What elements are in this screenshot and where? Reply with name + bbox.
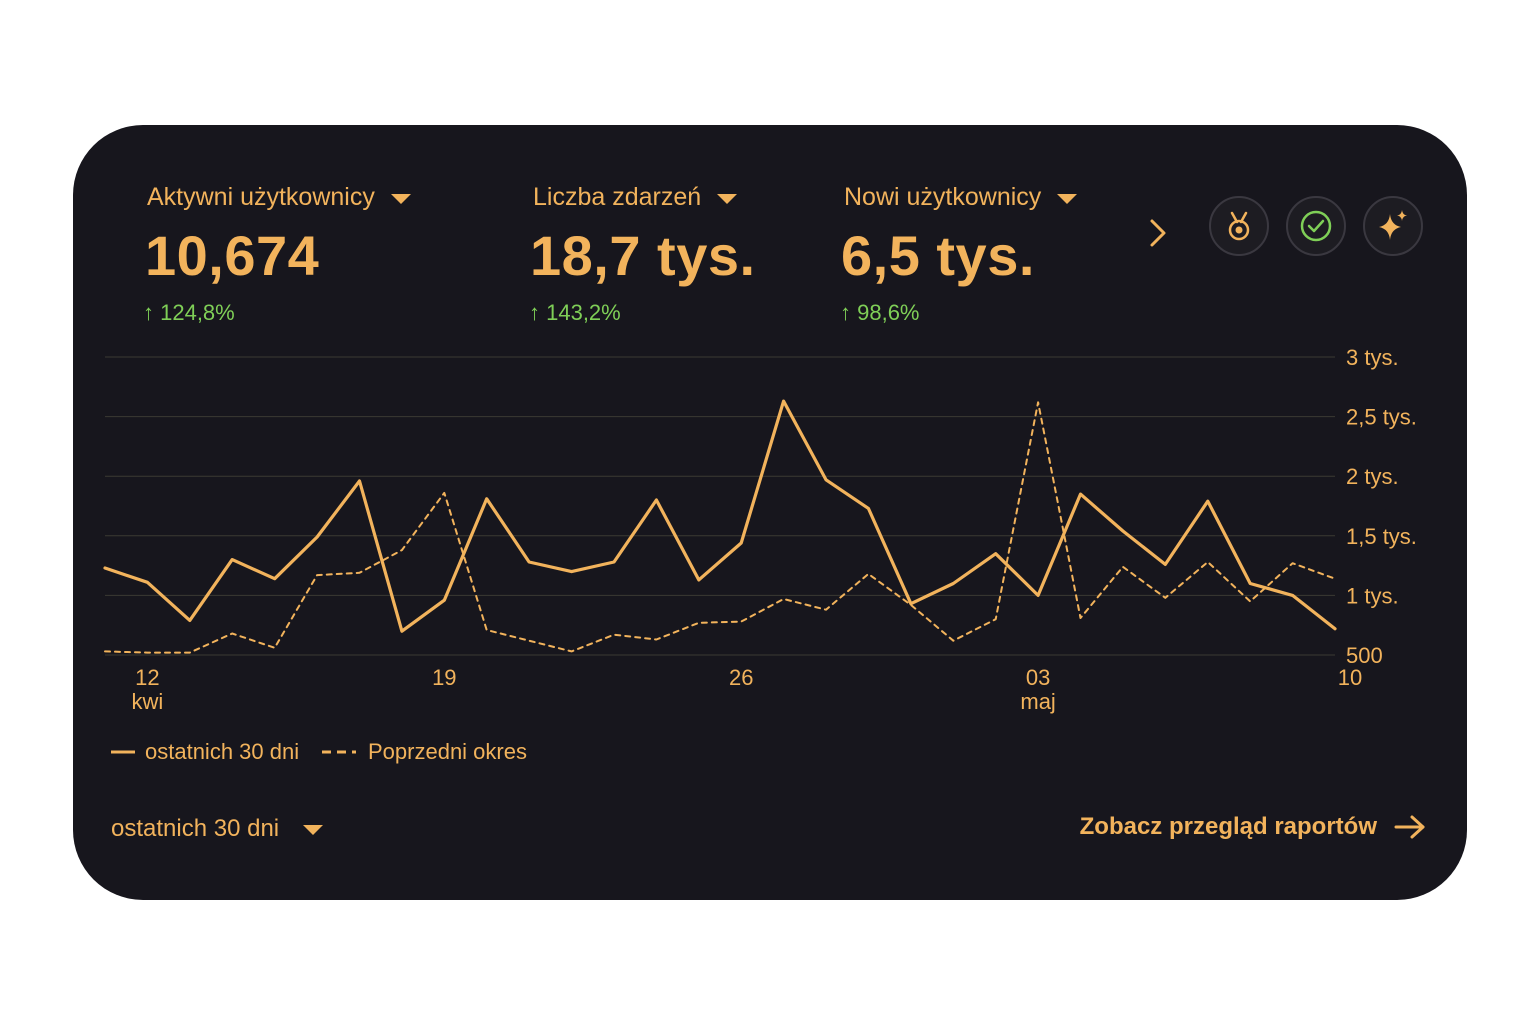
check-status-button[interactable] xyxy=(1286,196,1346,256)
metric-title-dropdown[interactable]: Aktywni użytkownicy xyxy=(147,183,411,212)
metric-title-label: Liczba zdarzeń xyxy=(533,183,702,211)
medal-icon xyxy=(1228,211,1250,241)
metric-title-label: Nowi użytkownicy xyxy=(844,183,1042,211)
metric-value: 6,5 tys. xyxy=(841,224,1035,287)
metric-change: ↑ 143,2% xyxy=(529,300,621,325)
y-tick-label: 500 xyxy=(1346,643,1383,668)
view-reports-link[interactable]: Zobacz przegląd raportów xyxy=(1080,813,1427,841)
metric-change: ↑ 124,8% xyxy=(143,300,235,325)
x-tick-label: 19 xyxy=(432,665,456,690)
sparkle-icon xyxy=(1379,210,1407,240)
series-line-previous xyxy=(104,401,1336,654)
y-tick-label: 2,5 tys. xyxy=(1346,405,1417,430)
view-reports-label: Zobacz przegląd raportów xyxy=(1079,813,1377,840)
date-range-dropdown[interactable]: ostatnich 30 dni xyxy=(111,815,324,843)
y-tick-label: 1,5 tys. xyxy=(1346,524,1417,549)
dashed-line-swatch-icon xyxy=(322,750,356,754)
x-tick-month-label: maj xyxy=(1020,689,1055,714)
y-tick-label: 3 tys. xyxy=(1346,345,1399,370)
caret-down-icon xyxy=(390,193,411,204)
caret-down-icon xyxy=(303,825,324,835)
x-tick-label: 26 xyxy=(729,665,753,690)
metric-change: ↑ 98,6% xyxy=(840,300,920,325)
legend-label-current: ostatnich 30 dni xyxy=(145,739,300,764)
gridlines xyxy=(105,356,1335,656)
check-circle-icon xyxy=(1300,210,1332,242)
metric-title-dropdown[interactable]: Nowi użytkownicy xyxy=(844,183,1078,212)
insights-medal-button[interactable] xyxy=(1209,196,1269,256)
x-tick-label: 03 xyxy=(1026,665,1050,690)
series-lines xyxy=(103,399,1337,654)
caret-down-icon xyxy=(1057,193,1078,204)
caret-down-icon xyxy=(717,193,738,204)
legend-label-previous: Poprzedni okres xyxy=(368,739,527,764)
legend-item-previous[interactable]: Poprzedni okres xyxy=(322,739,527,765)
next-metrics-button[interactable] xyxy=(1143,213,1173,253)
x-tick-label: 10 xyxy=(1338,665,1362,690)
y-axis-labels: 500 1 tys. 1,5 tys. 2 tys. 2,5 tys. 3 tys. xyxy=(1346,345,1417,668)
x-tick-month-label: kwi xyxy=(132,689,164,714)
ai-insights-button[interactable] xyxy=(1363,196,1423,256)
metric-title-label: Aktywni użytkownicy xyxy=(147,183,375,211)
chevron-right-icon xyxy=(1150,219,1166,247)
legend-item-current[interactable]: ostatnich 30 dni xyxy=(111,739,299,765)
analytics-card: Aktywni użytkownicy 10,674 ↑ 124,8% Licz… xyxy=(73,125,1467,900)
metric-title-dropdown[interactable]: Liczba zdarzeń xyxy=(533,183,738,212)
date-range-label: ostatnich 30 dni xyxy=(111,815,280,842)
metric-value: 18,7 tys. xyxy=(530,224,756,287)
solid-line-swatch-icon xyxy=(111,750,135,754)
arrow-right-icon xyxy=(1394,815,1425,839)
y-tick-label: 2 tys. xyxy=(1346,464,1399,489)
series-line-current xyxy=(103,399,1337,633)
x-tick-label: 12 xyxy=(135,665,159,690)
y-tick-label: 1 tys. xyxy=(1346,583,1399,608)
metric-value: 10,674 xyxy=(145,224,320,287)
line-chart: 500 1 tys. 1,5 tys. 2 tys. 2,5 tys. 3 tys. 12… xyxy=(103,345,1417,714)
